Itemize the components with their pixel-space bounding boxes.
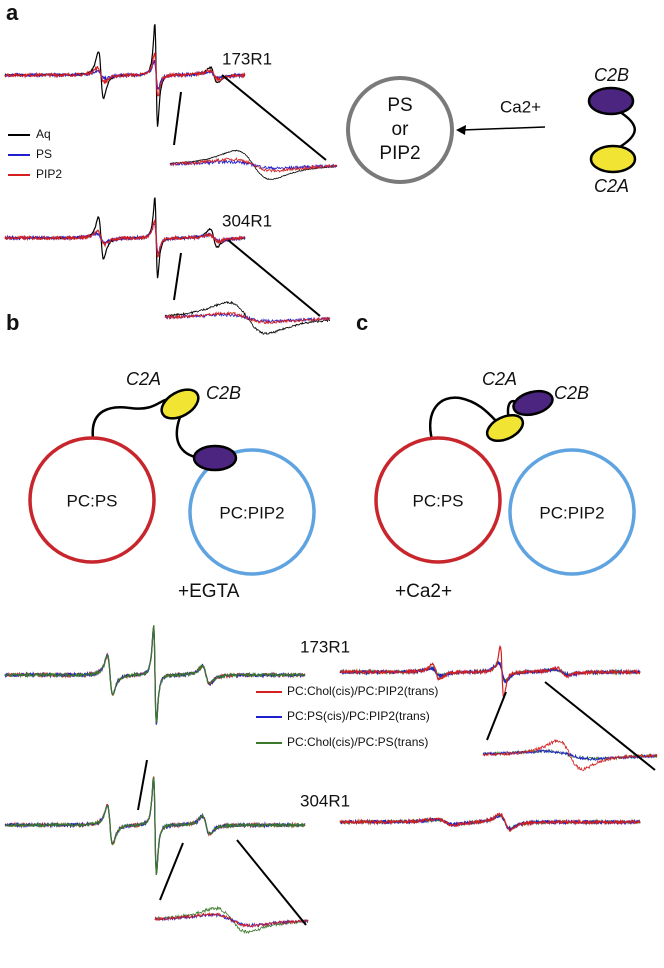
legend-text: PC:Chol(cis)/PC:PIP2(trans) <box>287 684 438 698</box>
legend: PC:Chol(cis)/PC:PIP2(trans) PC:PS(cis)/P… <box>256 684 438 749</box>
domain-label: C2A <box>594 176 629 196</box>
legend-text: PIP2 <box>36 167 62 181</box>
domain-label: C2A <box>126 369 161 389</box>
spectrum-trace <box>154 911 309 928</box>
panel-label: c <box>356 310 368 335</box>
legend: Aq PS PIP2 <box>8 127 62 181</box>
spectrum-trace <box>339 644 641 699</box>
vesicle-label: PC:PIP2 <box>219 503 284 522</box>
membrane-label: PIP2 <box>379 143 420 164</box>
c2a-domain <box>589 144 637 174</box>
linker <box>429 396 501 441</box>
arrow <box>461 126 546 131</box>
arrowhead <box>456 125 466 135</box>
vesicle <box>508 448 636 576</box>
domain-label: C2B <box>554 383 589 403</box>
spectrum-label: 173R1 <box>222 49 272 68</box>
vesicle-label: PC:PS <box>66 491 117 510</box>
legend-text: PC:Chol(cis)/PC:PS(trans) <box>287 735 428 749</box>
spectrum-trace <box>4 777 306 875</box>
c2a-domain <box>160 388 200 420</box>
vesicle <box>374 436 502 564</box>
spectrum-label: 304R1 <box>222 211 272 230</box>
spectrum-trace <box>169 157 338 173</box>
spectrum-trace <box>4 24 246 127</box>
condition-label: +Ca2+ <box>395 581 452 602</box>
membrane-label: or <box>392 119 410 140</box>
legend-text: PS <box>36 147 52 161</box>
vesicle <box>188 448 316 576</box>
c2a-domain <box>485 413 525 443</box>
c2b-domain <box>587 86 635 116</box>
linker <box>617 110 636 150</box>
spectrum-trace <box>164 310 331 325</box>
spectra <box>4 24 658 934</box>
vesicle <box>28 436 156 564</box>
vesicle-label: PC:PS <box>412 491 463 510</box>
spectrum-trace <box>482 738 658 772</box>
spectrum-trace <box>169 159 338 171</box>
vesicle-label: PC:PIP2 <box>539 503 604 522</box>
condition-label: +EGTA <box>178 581 240 602</box>
legend-text: PC:PS(cis)/PC:PIP2(trans) <box>287 709 430 723</box>
spectrum-trace <box>4 52 246 97</box>
spectrum-label: 304R1 <box>300 791 350 810</box>
panel-label: b <box>6 310 19 335</box>
legend-text: Aq <box>36 127 51 141</box>
membrane-circle <box>346 76 454 184</box>
membrane-label: PS <box>387 95 412 116</box>
ion-label: Ca2+ <box>500 97 541 116</box>
spectrum-trace <box>164 300 331 335</box>
spectrum-trace <box>4 625 306 725</box>
domain-label: C2A <box>482 369 517 389</box>
c2b-domain <box>512 389 554 417</box>
spectrum-trace <box>4 218 246 258</box>
c2b-domain <box>192 444 238 472</box>
spectrum-label: 173R1 <box>300 637 350 656</box>
domain-label: C2B <box>206 383 241 403</box>
domain-label: C2B <box>594 65 629 85</box>
panel-label: a <box>6 0 19 25</box>
zoom-lines <box>137 74 656 926</box>
spectrum-trace <box>339 812 641 833</box>
linker <box>91 397 176 439</box>
